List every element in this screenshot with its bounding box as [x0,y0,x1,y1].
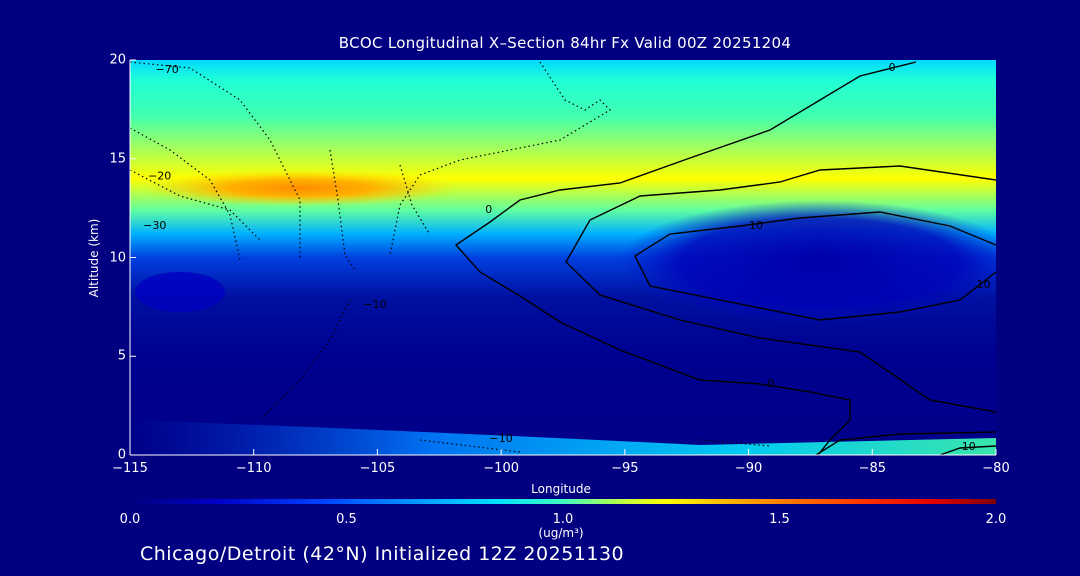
contour-label: 10 [749,219,763,232]
tick-marks [129,59,997,456]
contour-label: 0 [485,203,492,216]
y-tick-label: 10 [109,250,126,265]
colorbar-tick-label: 1.5 [769,512,790,527]
upper-max-core [140,170,460,206]
y-tick-label: 5 [117,348,126,364]
x-tick-label: −95 [611,461,639,476]
colorbar-tick-label: 0.0 [119,512,141,527]
colorbar [130,499,996,504]
chart-title: BCOC Longitudinal X–Section 84hr Fx Vali… [338,34,792,52]
contour-lines [454,61,996,455]
contour-label: 0 [767,377,774,390]
contour-label: −30 [143,219,166,232]
contour-label: 0 [889,61,896,74]
y-axis-label: Altitude (km) [87,218,101,298]
x-tick-label: −80 [982,461,1010,476]
colorbar-units: (ug/m³) [538,526,584,540]
x-tick-label: −85 [858,461,886,476]
footer-caption: Chicago/Detroit (42°N) Initialized 12Z 2… [140,543,625,565]
x-axis-label: Longitude [531,482,591,496]
dotted-contours [130,61,771,453]
contour-label: −10 [490,432,513,445]
contour-label: −20 [148,170,171,183]
y-tick-label: 0 [117,447,126,463]
colorbar-tick-label: 1.0 [552,512,574,527]
contour-label: −10 [363,298,386,311]
x-tick-label: −100 [483,461,519,476]
x-tick-label: −115 [112,461,148,476]
left-blue-pocket [135,272,225,312]
right-blue-pocket [620,200,996,324]
colorbar-tick-label: 2.0 [985,512,1007,527]
x-tick-label: −90 [734,461,763,476]
y-tick-label: 15 [109,151,126,167]
contour-label: 10 [962,440,976,453]
colorbar-tick-label: 0.5 [336,512,357,527]
contour-label: 10 [977,278,991,291]
contour-label: −70 [156,63,179,76]
surface-layer [130,420,996,455]
y-tick-label: 20 [109,52,126,68]
x-tick-label: −105 [359,461,396,476]
contour-labels: −70 −20 −30 0 10 0 10 0 −10 −10 10 [143,61,990,453]
x-tick-label: −110 [235,461,272,476]
